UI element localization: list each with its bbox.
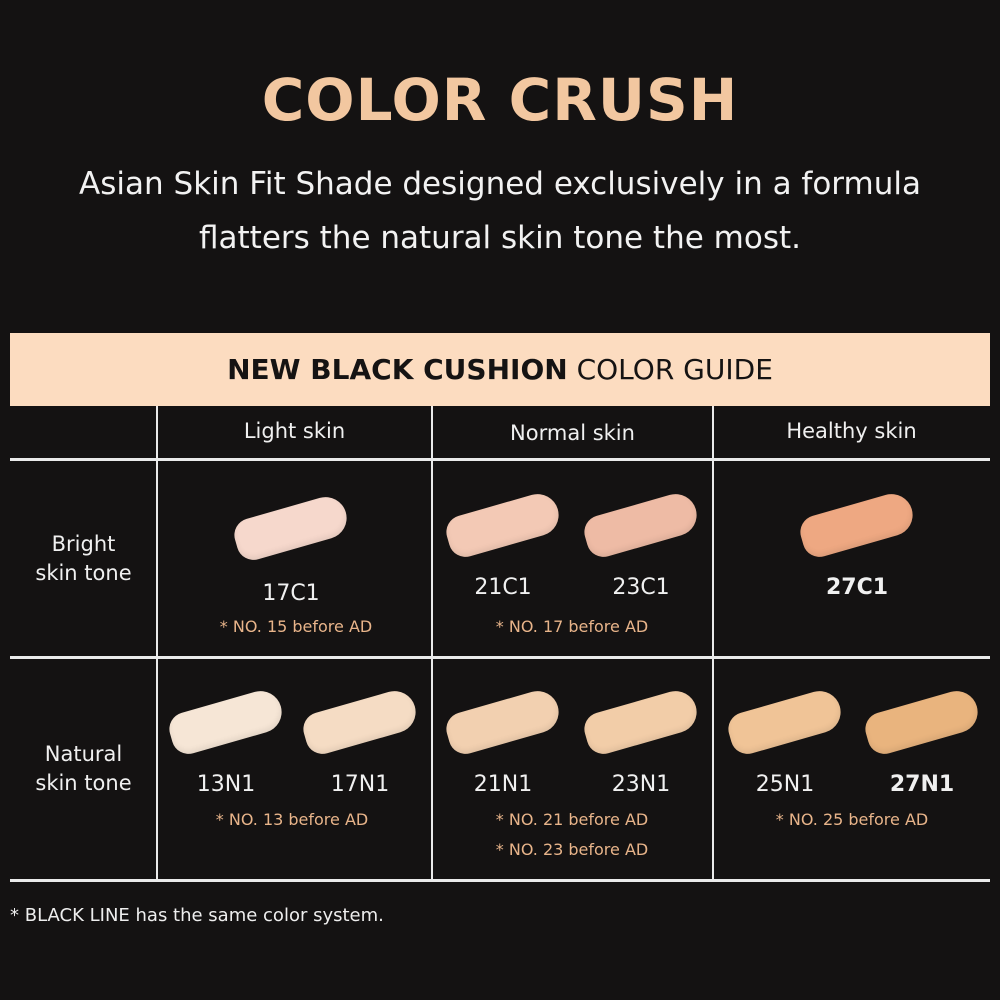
divider (431, 406, 433, 881)
divider (10, 458, 990, 461)
shade-code: 17C1 (262, 581, 320, 606)
shade-code: 27C1 (825, 575, 889, 600)
shade-note: * NO. 21 before AD (495, 810, 649, 829)
shade-code: 13N1 (196, 772, 256, 797)
shade-code: 25N1 (755, 772, 815, 797)
shade-note: * NO. 25 before AD (775, 810, 929, 829)
subtitle-line-2: flatters the natural skin tone the most. (198, 220, 801, 256)
shade-note: * NO. 17 before AD (495, 617, 649, 636)
guide-title-bold: NEW BLACK CUSHION (227, 353, 568, 386)
row-header-bright: Bright skin tone (10, 530, 157, 588)
row-label: skin tone (35, 561, 132, 585)
divider (156, 406, 158, 881)
row-label: skin tone (35, 771, 132, 795)
shade-note: * NO. 13 before AD (215, 810, 369, 829)
row-label: Natural (44, 742, 123, 766)
shade-swatch-27N1 (861, 686, 983, 758)
shade-swatch-13N1 (165, 686, 287, 758)
shade-swatch-23N1 (580, 686, 702, 758)
row-header-natural: Natural skin tone (10, 740, 157, 798)
shade-swatch-17C1 (230, 492, 352, 564)
shade-code: 23N1 (611, 772, 671, 797)
divider (712, 406, 714, 881)
shade-swatch-25N1 (724, 686, 846, 758)
shade-code: 17N1 (330, 772, 390, 797)
shade-swatch-21C1 (442, 489, 564, 561)
subtitle-line-1: Asian Skin Fit Shade designed exclusivel… (79, 166, 921, 202)
divider (10, 656, 990, 659)
shade-code: 21N1 (473, 772, 533, 797)
shade-code: 21C1 (474, 575, 532, 600)
row-label: Bright (51, 532, 116, 556)
divider (10, 879, 990, 882)
shade-swatch-17N1 (299, 686, 421, 758)
column-header-light: Light skin (243, 419, 346, 443)
shade-note: * NO. 23 before AD (495, 840, 649, 859)
shade-note: * NO. 15 before AD (219, 617, 373, 636)
guide-title-light: COLOR GUIDE (576, 353, 773, 386)
shade-code: 27N1 (889, 772, 955, 797)
footer-note: * BLACK LINE has the same color system. (10, 905, 384, 926)
shade-swatch-23C1 (580, 489, 702, 561)
column-header-normal: Normal skin (510, 421, 635, 445)
shade-swatch-21N1 (442, 686, 564, 758)
guide-header: NEW BLACK CUSHION COLOR GUIDE (10, 333, 990, 406)
shade-code: 23C1 (612, 575, 670, 600)
shade-swatch-27C1 (796, 489, 918, 561)
page-title: COLOR CRUSH (261, 66, 739, 134)
column-header-healthy: Healthy skin (786, 419, 917, 443)
